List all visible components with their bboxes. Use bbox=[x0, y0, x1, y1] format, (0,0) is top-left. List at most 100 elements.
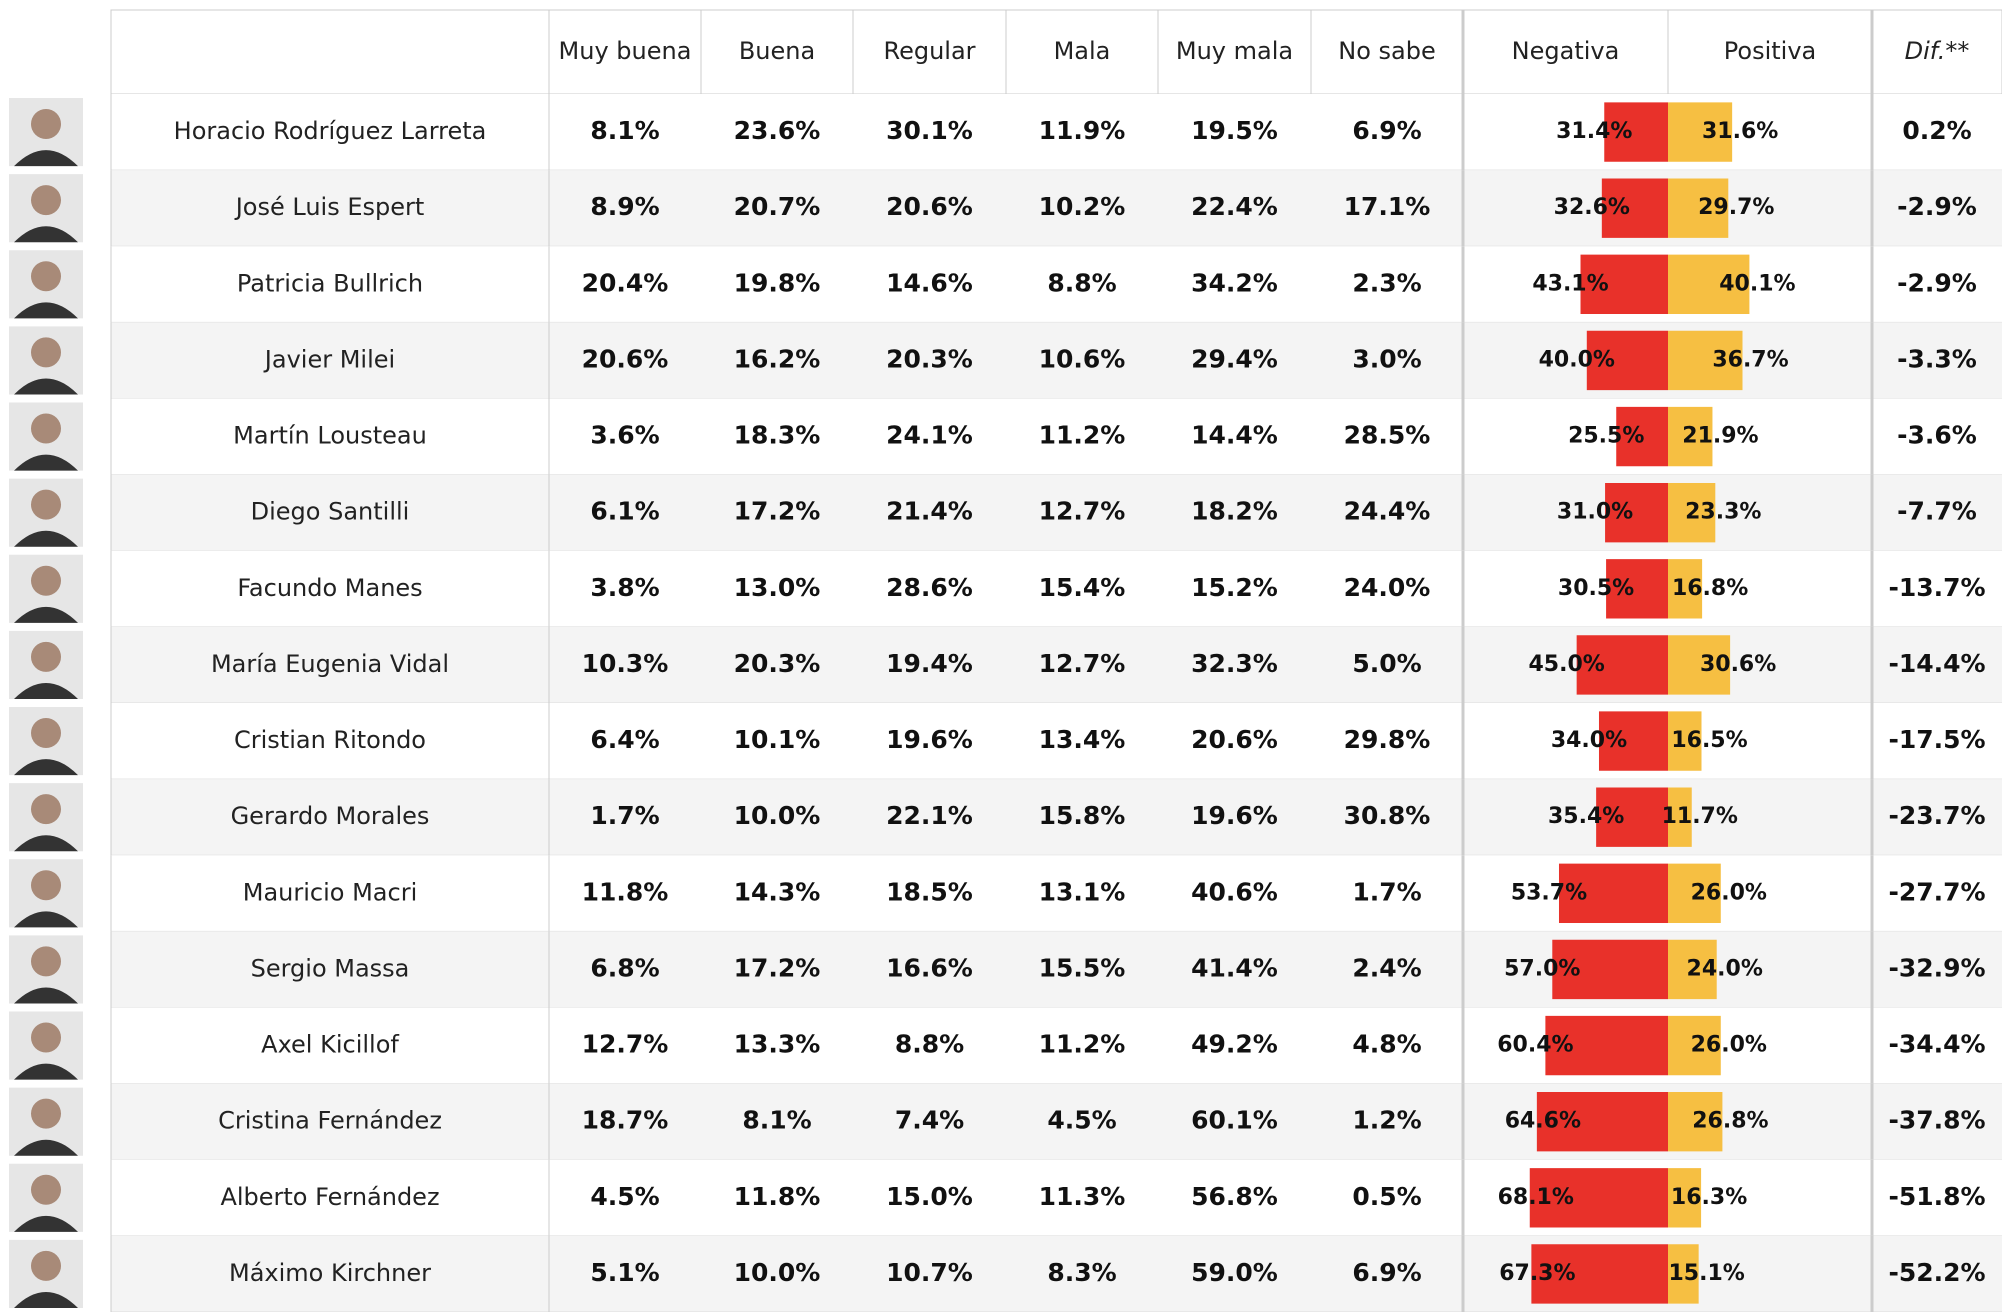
positive-bar bbox=[1668, 254, 1750, 315]
cell-value: 10.0% bbox=[734, 1258, 821, 1287]
positive-bar bbox=[1668, 1091, 1723, 1152]
photo-head bbox=[31, 718, 61, 748]
negative-bar bbox=[1601, 178, 1668, 238]
positive-label: 26.8% bbox=[1692, 1109, 1768, 1134]
cell-value: 29.4% bbox=[1191, 344, 1278, 373]
positive-label: 16.3% bbox=[1671, 1185, 1747, 1210]
photo-head bbox=[31, 870, 61, 901]
cell-value: 11.2% bbox=[1039, 1030, 1126, 1059]
cell-value: 15.2% bbox=[1191, 573, 1278, 602]
cell-value: 11.8% bbox=[734, 1182, 821, 1211]
photo-body bbox=[14, 302, 78, 319]
cell-value: 14.3% bbox=[734, 877, 821, 906]
candidate-name: Gerardo Morales bbox=[231, 802, 430, 830]
cell-value: 8.8% bbox=[1047, 268, 1116, 297]
positive-label: 31.6% bbox=[1702, 119, 1778, 144]
photo-head bbox=[31, 489, 61, 520]
photo-head bbox=[31, 185, 61, 216]
cell-value: 11.3% bbox=[1039, 1182, 1126, 1211]
cell-value: 34.2% bbox=[1191, 268, 1278, 297]
positive-bar bbox=[1668, 482, 1716, 543]
negative-label: 31.4% bbox=[1556, 119, 1632, 144]
cell-value: 18.7% bbox=[582, 1106, 669, 1135]
header-bg bbox=[110, 9, 2002, 95]
candidate-name: Diego Santilli bbox=[251, 498, 410, 526]
cell-value: 4.5% bbox=[1047, 1106, 1116, 1135]
positive-bar bbox=[1668, 330, 1743, 391]
cell-value: 20.4% bbox=[582, 268, 669, 297]
negative-label: 53.7% bbox=[1511, 880, 1587, 905]
photo-head bbox=[31, 641, 61, 672]
cell-value: 59.0% bbox=[1191, 1258, 1278, 1287]
difference: -34.4% bbox=[1888, 1030, 1985, 1059]
positive-bar bbox=[1668, 787, 1692, 847]
column-header: Muy mala bbox=[1176, 37, 1293, 65]
photo-body bbox=[14, 835, 78, 852]
negative-label: 34.0% bbox=[1551, 728, 1627, 753]
candidate-name: María Eugenia Vidal bbox=[211, 650, 449, 678]
difference: -23.7% bbox=[1888, 801, 1985, 830]
cell-value: 7.4% bbox=[895, 1106, 964, 1135]
cell-value: 5.1% bbox=[590, 1258, 659, 1287]
negative-bar bbox=[1586, 330, 1668, 391]
positive-label: 26.0% bbox=[1691, 1033, 1767, 1058]
photo-head bbox=[31, 1250, 61, 1281]
candidate-name: Mauricio Macri bbox=[243, 878, 417, 906]
positive-bar bbox=[1668, 711, 1702, 771]
positive-label: 16.5% bbox=[1671, 728, 1747, 753]
cell-value: 20.6% bbox=[1191, 725, 1278, 754]
photo-body bbox=[14, 1063, 78, 1080]
negative-label: 68.1% bbox=[1498, 1185, 1574, 1210]
positive-label: 11.7% bbox=[1662, 804, 1738, 829]
candidate-name: Martín Lousteau bbox=[233, 422, 427, 450]
cell-value: 40.6% bbox=[1191, 877, 1278, 906]
difference: -51.8% bbox=[1888, 1182, 1985, 1211]
candidate-name: Axel Kicillof bbox=[261, 1031, 399, 1059]
candidate-name: Sergio Massa bbox=[251, 954, 410, 982]
negative-label: 45.0% bbox=[1528, 652, 1604, 677]
cell-value: 6.9% bbox=[1352, 1258, 1421, 1287]
difference: -27.7% bbox=[1888, 877, 1985, 906]
column-header: Dif.** bbox=[1905, 37, 1970, 65]
negative-bar bbox=[1576, 635, 1668, 695]
cell-value: 20.6% bbox=[582, 344, 669, 373]
cell-value: 13.3% bbox=[734, 1030, 821, 1059]
cell-value: 29.8% bbox=[1344, 725, 1431, 754]
cell-value: 1.2% bbox=[1352, 1106, 1421, 1135]
negative-label: 32.6% bbox=[1554, 195, 1630, 220]
photo-head bbox=[31, 1174, 61, 1205]
positive-bar bbox=[1668, 1168, 1702, 1228]
column-header: Mala bbox=[1054, 37, 1111, 65]
photo-body bbox=[14, 454, 78, 471]
cell-value: 0.5% bbox=[1352, 1182, 1421, 1211]
difference: -3.3% bbox=[1897, 344, 1977, 373]
cell-value: 17.2% bbox=[734, 497, 821, 526]
negative-bar bbox=[1531, 1244, 1668, 1304]
cell-value: 20.3% bbox=[886, 344, 973, 373]
difference: -3.6% bbox=[1897, 421, 1977, 450]
cell-value: 1.7% bbox=[590, 801, 659, 830]
photo-head bbox=[31, 1022, 61, 1053]
cell-value: 3.0% bbox=[1352, 344, 1421, 373]
photo-body bbox=[14, 1291, 78, 1308]
cell-value: 10.6% bbox=[1039, 344, 1126, 373]
photo-body bbox=[14, 150, 78, 167]
candidate-name: Patricia Bullrich bbox=[237, 269, 423, 297]
photo-head bbox=[31, 261, 61, 292]
negative-bar bbox=[1596, 787, 1668, 847]
column-header: Muy buena bbox=[559, 37, 692, 65]
photo-body bbox=[14, 378, 78, 395]
cell-value: 8.1% bbox=[742, 1106, 811, 1135]
positive-label: 24.0% bbox=[1687, 956, 1763, 981]
cell-value: 8.8% bbox=[895, 1030, 964, 1059]
cell-value: 16.6% bbox=[886, 953, 973, 982]
cell-value: 18.2% bbox=[1191, 497, 1278, 526]
column-header: Positiva bbox=[1724, 37, 1816, 65]
negative-bar bbox=[1616, 406, 1668, 467]
photo-head bbox=[31, 946, 61, 977]
cell-value: 32.3% bbox=[1191, 649, 1278, 678]
candidate-name: Javier Milei bbox=[263, 345, 395, 373]
cell-value: 23.6% bbox=[734, 116, 821, 145]
cell-value: 22.1% bbox=[886, 801, 973, 830]
cell-value: 8.3% bbox=[1047, 1258, 1116, 1287]
